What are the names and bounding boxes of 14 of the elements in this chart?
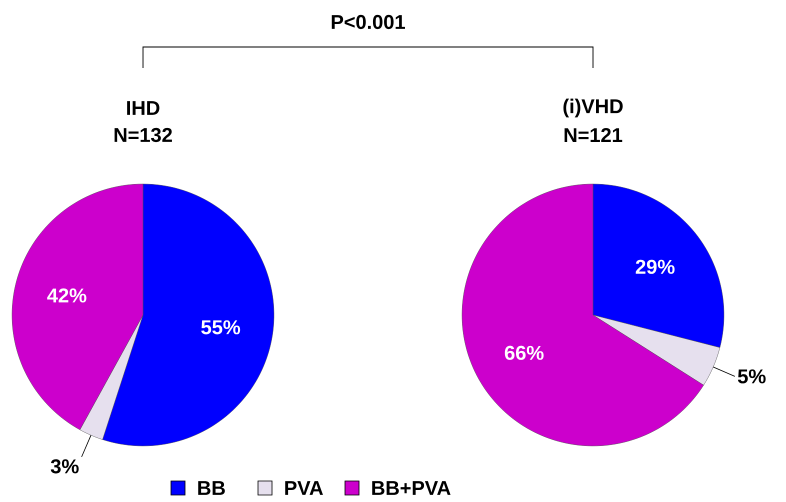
legend-label: BB+PVA [372,481,451,496]
data-label: 5% [738,370,766,384]
data-label: 42% [47,288,86,303]
chart-subtitle: N=132 [114,128,172,142]
text: P<0.001 [332,15,405,30]
legend-label: PVA [285,481,323,496]
data-label: 29% [636,260,675,274]
chart-title: IHD [127,101,160,116]
data-label: 55% [201,320,240,335]
chart-title: (i)VHD [563,98,623,118]
chart-subtitle: N=121 [564,128,622,142]
legend-label: BB [198,481,225,496]
data-label: 3% [50,459,79,474]
data-label: 66% [504,346,544,360]
